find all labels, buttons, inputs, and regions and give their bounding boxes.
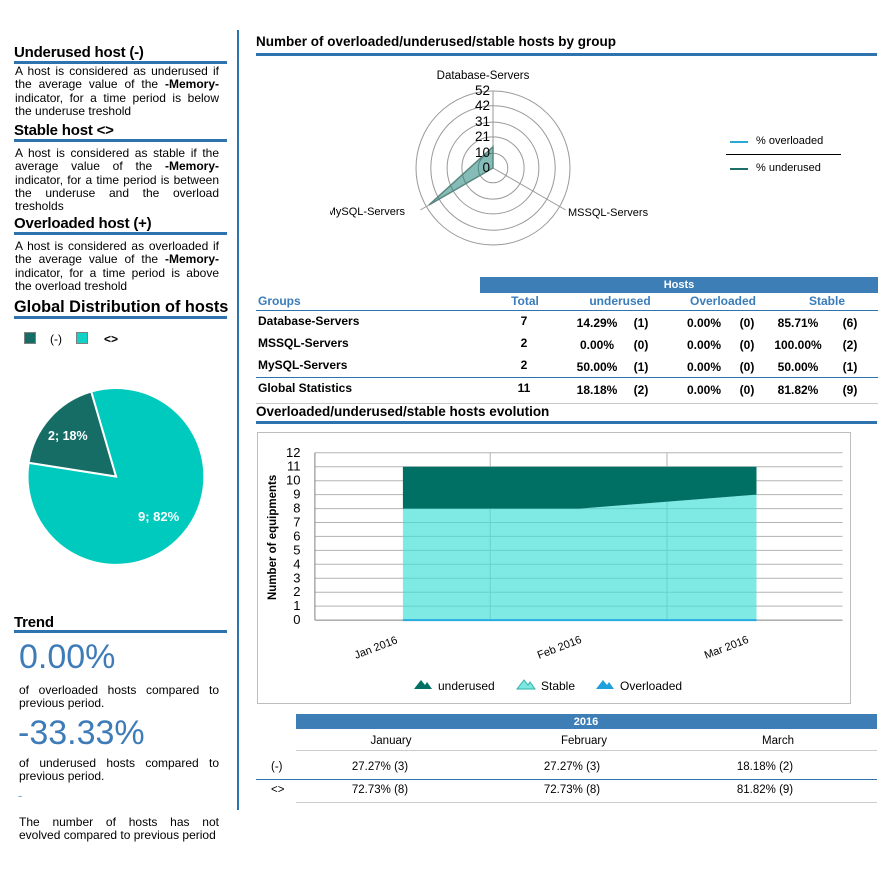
svg-text:10: 10 (475, 145, 490, 160)
svg-text:underused: underused (438, 679, 495, 693)
svg-text:Stable: Stable (541, 679, 575, 693)
svg-text:0: 0 (293, 612, 300, 627)
svg-text:3: 3 (293, 570, 300, 585)
svg-text:8: 8 (293, 501, 300, 516)
svg-text:2; 18%: 2; 18% (48, 429, 88, 443)
svg-text:Database-Servers: Database-Servers (437, 70, 530, 82)
svg-text:6: 6 (293, 528, 300, 543)
svg-text:42: 42 (475, 98, 490, 113)
svg-text:7: 7 (293, 515, 300, 530)
svg-text:Jan 2016: Jan 2016 (353, 634, 400, 661)
svg-text:MySQL-Servers: MySQL-Servers (330, 206, 405, 218)
svg-text:11: 11 (287, 459, 301, 474)
svg-text:1: 1 (293, 598, 300, 613)
svg-text:21: 21 (475, 129, 490, 144)
svg-text:MSSQL-Servers: MSSQL-Servers (568, 207, 649, 219)
svg-text:0: 0 (482, 160, 490, 175)
svg-text:5: 5 (293, 542, 300, 557)
svg-text:9; 82%: 9; 82% (138, 509, 180, 524)
svg-text:31: 31 (475, 114, 490, 129)
svg-text:Feb 2016: Feb 2016 (536, 634, 584, 662)
svg-text:2: 2 (293, 584, 300, 599)
svg-text:10: 10 (286, 473, 300, 488)
svg-text:Mar 2016: Mar 2016 (703, 634, 751, 662)
svg-text:52: 52 (475, 83, 490, 98)
svg-text:12: 12 (286, 445, 300, 460)
svg-text:9: 9 (293, 487, 300, 502)
svg-text:4: 4 (293, 556, 300, 571)
svg-text:Number of equipments: Number of equipments (267, 475, 279, 600)
svg-text:Overloaded: Overloaded (620, 679, 682, 693)
